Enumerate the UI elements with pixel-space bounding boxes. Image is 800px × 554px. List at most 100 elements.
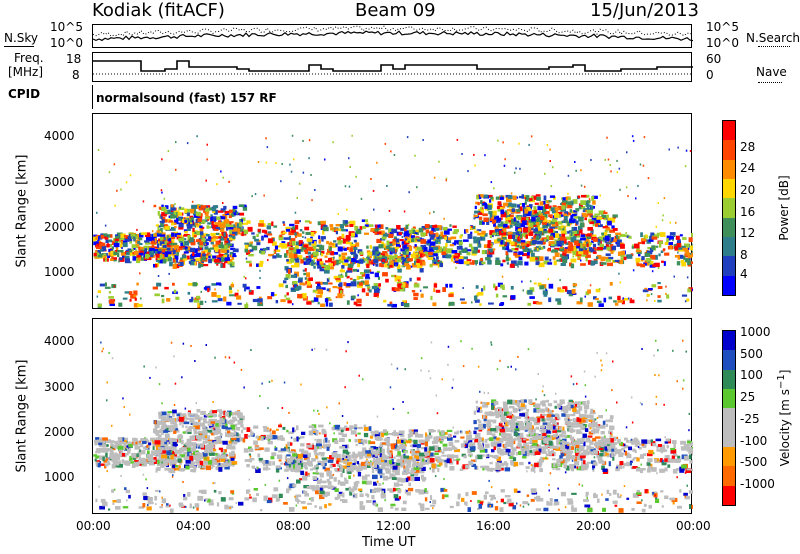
heatmap-cell: [338, 260, 344, 264]
heatmap-cell: [141, 232, 147, 235]
heatmap-cell: [592, 195, 598, 199]
heatmap-speckle: [373, 208, 375, 211]
heatmap-cell: [307, 452, 310, 457]
heatmap-speckle: [275, 162, 277, 165]
heatmap-cell: [341, 433, 347, 438]
heatmap-cell: [296, 247, 299, 250]
heatmap-cell: [466, 436, 470, 441]
heatmap-speckle: [300, 243, 303, 246]
heatmap-cell: [340, 228, 343, 232]
heatmap-cell: [587, 260, 592, 265]
heatmap-speckle: [206, 158, 208, 161]
heatmap-cell: [219, 233, 222, 238]
heatmap-cell: [286, 228, 290, 232]
heatmap-cell: [574, 419, 577, 424]
heatmap-cell: [645, 258, 652, 262]
heatmap-cell: [354, 225, 359, 231]
heatmap-cell: [509, 455, 513, 460]
heatmap-cell: [518, 251, 524, 255]
power-ylabel: Slant Range [km]: [14, 154, 30, 268]
heatmap-cell: [161, 212, 167, 217]
heatmap-cell: [594, 430, 599, 434]
heatmap-cell: [354, 438, 358, 443]
heatmap-cell: [356, 275, 360, 280]
heatmap-speckle: [332, 141, 334, 144]
heatmap-cell: [283, 280, 287, 284]
heatmap-cell: [507, 231, 513, 235]
heatmap-cell: [405, 224, 409, 230]
heatmap-cell: [594, 260, 598, 265]
heatmap-speckle: [550, 185, 553, 188]
nsearch-label: N.Search: [746, 31, 800, 45]
heatmap-cell: [413, 467, 420, 470]
heatmap-cell: [224, 422, 228, 428]
heatmap-cell: [543, 429, 549, 432]
heatmap-cell: [391, 303, 397, 308]
heatmap-cell: [369, 435, 374, 439]
heatmap-cell: [225, 427, 232, 430]
heatmap-speckle: [622, 297, 624, 300]
heatmap-cell: [171, 226, 176, 231]
heatmap-cell: [511, 208, 515, 213]
heatmap-cell: [487, 259, 492, 265]
heatmap-speckle: [461, 153, 463, 155]
heatmap-cell: [442, 287, 446, 292]
heatmap-cell: [508, 436, 513, 440]
heatmap-cell: [513, 437, 517, 441]
heatmap-cell: [115, 460, 121, 465]
heatmap-cell: [556, 240, 563, 245]
heatmap-cell: [207, 222, 214, 225]
heatmap-cell: [495, 443, 502, 447]
heatmap-cell: [417, 237, 423, 242]
heatmap-cell: [404, 255, 410, 260]
heatmap-cell: [328, 288, 331, 293]
heatmap-speckle: [609, 164, 611, 166]
heatmap-cell: [104, 237, 109, 240]
heatmap-cell: [609, 282, 613, 286]
heatmap-cell: [499, 427, 505, 430]
heatmap-cell: [445, 283, 448, 288]
heatmap-cell: [286, 258, 292, 264]
heatmap-cell: [144, 253, 149, 259]
heatmap-cell: [349, 220, 356, 226]
heatmap-cell: [97, 254, 103, 258]
heatmap-cell: [687, 254, 692, 259]
heatmap-cell: [175, 296, 180, 300]
heatmap-cell: [393, 482, 400, 487]
heatmap-cell: [346, 454, 352, 460]
heatmap-cell: [533, 249, 540, 252]
power-ytick: 4000: [44, 129, 75, 143]
colorbar-segment: [723, 236, 735, 257]
heatmap-cell: [315, 470, 318, 473]
heatmap-cell: [631, 245, 635, 249]
heatmap-cell: [353, 247, 358, 250]
heatmap-cell: [538, 444, 542, 450]
heatmap-cell: [686, 298, 690, 302]
heatmap-cell: [552, 205, 557, 209]
heatmap-cell: [208, 258, 212, 264]
heatmap-cell: [228, 290, 233, 294]
heatmap-cell: [574, 216, 580, 219]
heatmap-cell: [317, 289, 323, 295]
heatmap-speckle: [503, 164, 506, 167]
heatmap-cell: [282, 221, 285, 224]
heatmap-cell: [527, 210, 532, 214]
heatmap-cell: [606, 246, 611, 251]
heatmap-cell: [217, 210, 224, 213]
heatmap-cell: [578, 239, 582, 243]
heatmap-cell: [589, 221, 594, 225]
cpid-label: CPID: [8, 87, 41, 101]
heatmap-cell: [375, 449, 378, 454]
heatmap-cell: [176, 251, 179, 256]
heatmap-cell: [285, 274, 291, 279]
heatmap-cell: [427, 239, 432, 244]
heatmap-cell: [203, 435, 207, 441]
heatmap-cell: [562, 228, 566, 233]
heatmap-speckle: [675, 221, 677, 224]
heatmap-cell: [350, 430, 357, 435]
heatmap-speckle: [559, 279, 561, 282]
heatmap-cell: [362, 447, 367, 451]
heatmap-cell: [434, 239, 441, 245]
heatmap-cell: [137, 240, 141, 244]
heatmap-cell: [615, 234, 618, 239]
